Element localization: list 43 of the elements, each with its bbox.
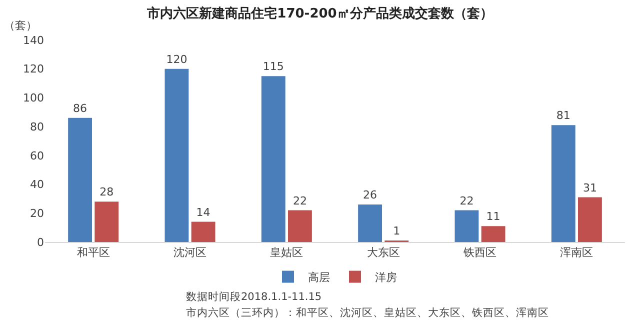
bar: [551, 125, 576, 242]
data-label: 31: [582, 181, 597, 194]
y-tick-label: 120: [23, 62, 44, 76]
x-tick-label: 浑南区: [560, 246, 594, 260]
legend-label: 高层: [308, 270, 330, 284]
bar: [288, 210, 312, 242]
data-label: 81: [556, 109, 570, 122]
data-label: 120: [166, 52, 188, 66]
bar: [94, 202, 119, 242]
bar: [261, 76, 286, 242]
x-tick-label: 和平区: [76, 246, 110, 260]
y-tick-label: 100: [23, 92, 44, 105]
bar: [358, 204, 382, 242]
y-tick-label: 60: [30, 149, 44, 162]
y-tick-label: 80: [30, 120, 44, 134]
bar: [454, 210, 479, 242]
x-tick-label: 沈河区: [174, 246, 206, 260]
data-label: 115: [262, 60, 284, 74]
bar: [68, 118, 92, 242]
data-label: 11: [486, 210, 500, 224]
bar: [481, 226, 506, 242]
y-tick-label: 20: [30, 206, 44, 220]
text: 市内六区（三环内）：和平区、沈河区、皇姑区、大东区、铁西区、浑南区: [186, 306, 549, 319]
y-tick-label: 40: [30, 178, 44, 192]
x-tick-label: 铁西区: [462, 246, 496, 260]
text: 数据时间段2018.1.1-11.15: [186, 290, 322, 303]
y-axis-title: （套）: [4, 19, 37, 32]
data-label: 86: [73, 102, 88, 115]
bar: [164, 68, 189, 242]
data-label: 22: [292, 194, 307, 208]
data-label: 26: [363, 188, 378, 202]
y-tick-label: 0: [37, 236, 44, 249]
data-label: 22: [460, 194, 474, 208]
data-label: 1: [393, 224, 400, 238]
bar: [191, 222, 216, 242]
data-label: 28: [100, 186, 114, 199]
data-label: 14: [196, 206, 210, 219]
y-tick-label: 140: [23, 34, 44, 47]
x-tick-label: 皇姑区: [270, 246, 304, 260]
x-tick-label: 大东区: [366, 246, 400, 260]
legend-label: 洋房: [375, 270, 397, 284]
chart-title: 市内六区新建商品住宅170-200㎡分产品类成交套数（套）: [146, 5, 493, 22]
bar: [578, 197, 602, 242]
